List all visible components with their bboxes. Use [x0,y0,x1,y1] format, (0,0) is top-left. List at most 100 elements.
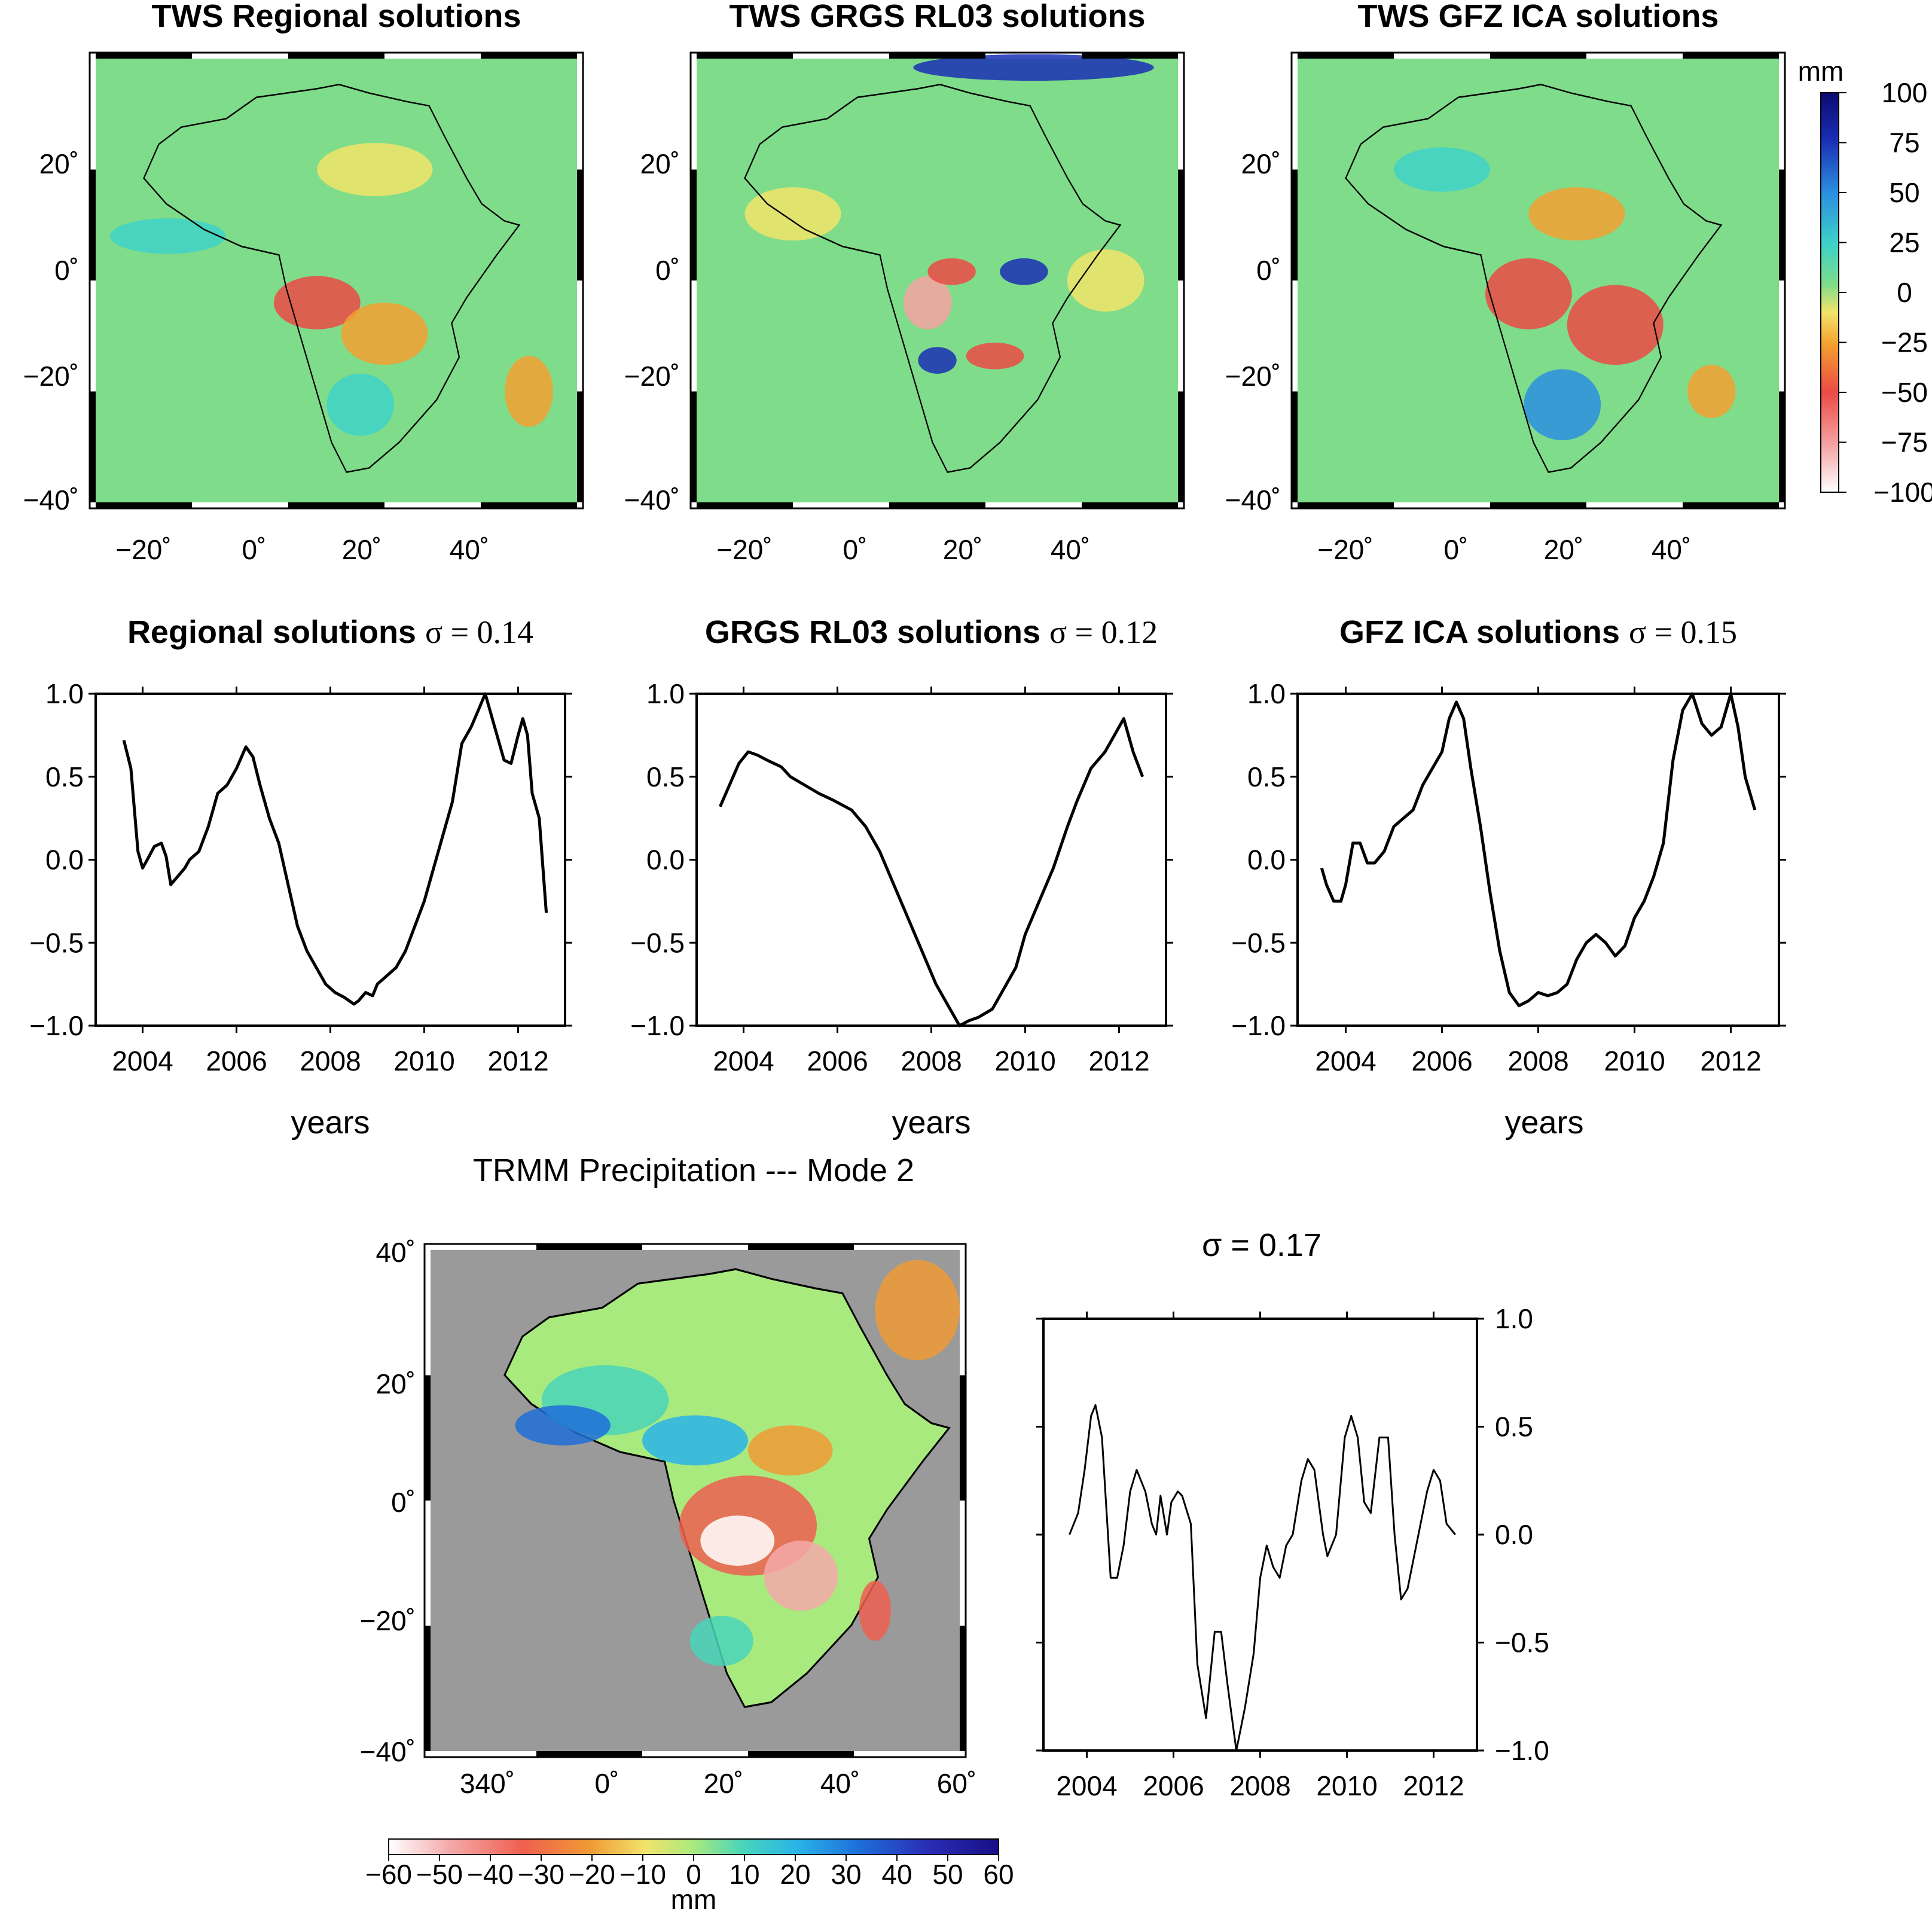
ts-title: GRGS RL03 solutions σ = 0.12 [705,614,1158,650]
frame-bar [96,502,192,508]
lat-tick-label: −20˚ [624,361,680,392]
frame-bar [96,53,192,59]
anomaly-patch [341,303,428,365]
ts-sigma: σ = 0.12 [1049,614,1158,650]
colorbar-tick-label: −10 [619,1859,666,1890]
colorbar-tick-label: 50 [1889,177,1919,208]
precip-patch [515,1405,611,1446]
frame-bar [1298,502,1394,508]
lon-tick-label: 40˚ [450,534,489,565]
frame-bar [960,1626,966,1751]
tws-map-3: TWS GFZ ICA solutions 20˚ 0˚ −20˚ −40˚ −20˚ 0˚… [1225,0,1785,565]
tws-map-2: TWS GRGS RL03 solutions 20˚ 0˚ −20˚ −40˚ −20˚… [624,0,1184,565]
ts-title: GFZ ICA solutions σ = 0.15 [1339,614,1737,650]
lon-tick-label: 20˚ [342,534,381,565]
ts-title-name: GRGS RL03 solutions [705,614,1049,650]
x-tick-label: 2012 [487,1045,548,1077]
lat-tick-label: −20˚ [360,1605,416,1636]
ts-sigma: σ = 0.15 [1629,614,1737,650]
frame-bar [1683,502,1779,508]
y-tick-label: 1.0 [646,678,685,709]
trmm-map: 40˚ 20˚ 0˚ −20˚ −40˚ 340˚ 0˚ 20˚ 40˚ 60˚ [360,1237,977,1799]
frame-bar [697,502,793,508]
y-tick-label: 0.5 [1495,1411,1533,1443]
x-tick-label: 2006 [206,1045,267,1077]
frame-bar [577,391,583,502]
frame-bar [691,391,697,502]
frame-bar [288,53,384,59]
colorbar-top-bar [1820,92,1839,493]
anomaly-patch [913,54,1154,81]
trmm-title: TRMM Precipitation --- Mode 2 [473,1152,914,1188]
x-axis-label: years [892,1105,970,1141]
lon-tick-label: 40˚ [820,1768,860,1799]
frame-bar [1779,391,1785,502]
precip-patch [689,1615,753,1666]
x-tick-label: 2010 [1604,1045,1665,1077]
lat-tick-label: −40˚ [23,484,79,516]
lon-tick-label: −20˚ [716,534,772,565]
y-tick-label: 0.0 [45,844,84,876]
lon-tick-label: 40˚ [1051,534,1090,565]
tws-map-1: TWS Regional solutions 20˚ 0˚ −20˚ −40˚ −20˚ 0… [23,0,583,565]
x-tick-label: 2004 [112,1045,173,1077]
x-tick-label: 2012 [1700,1045,1761,1077]
map-title: TWS Regional solutions [152,0,521,34]
anomaly-patch [1687,364,1736,419]
anomaly-patch [918,347,957,374]
trmm-sigma: σ = 0.17 [1202,1227,1321,1263]
precip-patch [700,1515,775,1566]
y-tick-label: 0.0 [1495,1519,1533,1550]
colorbar-top: mm 100 75 50 25 0 −25 −50 −75 −100 [1798,56,1932,508]
x-tick-label: 2004 [1315,1045,1376,1077]
anomaly-patch [744,187,841,241]
series-line [1320,692,1757,1008]
x-tick-label: 2006 [807,1045,868,1077]
x-tick-label: 2008 [1507,1045,1568,1077]
colorbar-tick-label: −30 [518,1859,564,1890]
lon-tick-label: −20˚ [115,534,171,565]
frame-bar [90,169,96,280]
x-tick-label: 2004 [1056,1770,1117,1801]
colorbar-tick-label: 30 [831,1859,861,1890]
anomaly-patch [1524,369,1601,441]
lon-tick-label: 0˚ [595,1768,619,1799]
frame-bar [889,53,985,59]
colorbar-unit-label: mm [1798,56,1844,87]
lon-tick-label: 60˚ [937,1768,976,1799]
y-tick-label: 1.0 [1495,1303,1533,1334]
x-axis-label: years [1504,1105,1583,1141]
colorbar-tick-label: 10 [729,1859,759,1890]
anomaly-patch [273,276,361,330]
colorbar-tick-label: −50 [1881,377,1928,408]
lon-tick-label: −20˚ [1317,534,1373,565]
colorbar-tick-label: 40 [881,1859,912,1890]
frame-bar [1490,502,1586,508]
pc-timeseries-3: 1.0 0.5 0.0 −0.5 −1.0 2004 2006 2008 2010 2012 GFZ… [1231,614,1786,1141]
anomaly-patch [317,142,433,197]
frame-bar [1178,169,1184,280]
frame-bar [288,502,384,508]
anomaly-patch [1567,285,1664,365]
y-tick-label: 1.0 [1247,678,1286,709]
lat-tick-label: −40˚ [624,484,680,516]
y-tick-label: 0.5 [646,761,685,792]
ts-title: Regional solutions σ = 0.14 [127,614,533,650]
colorbar-bottom-bar [388,1838,999,1855]
y-tick-label: −0.5 [1231,927,1286,958]
frame-bar [1683,53,1779,59]
ts-sigma: σ = 0.14 [425,614,533,650]
colorbar-tick-label: 60 [983,1859,1014,1890]
ts-title-name: GFZ ICA solutions [1339,614,1629,650]
colorbar-tick-label: 25 [1889,227,1919,258]
y-tick-label: −1.0 [29,1010,84,1041]
x-tick-label: 2008 [901,1045,962,1077]
colorbar-tick-label: 50 [932,1859,963,1890]
lat-tick-label: −20˚ [23,361,79,392]
y-tick-label: 0.5 [45,761,84,792]
x-tick-label: 2010 [393,1045,454,1077]
precip-patch [642,1415,748,1466]
frame-bar [425,1375,431,1501]
frame-bar [1292,169,1298,280]
